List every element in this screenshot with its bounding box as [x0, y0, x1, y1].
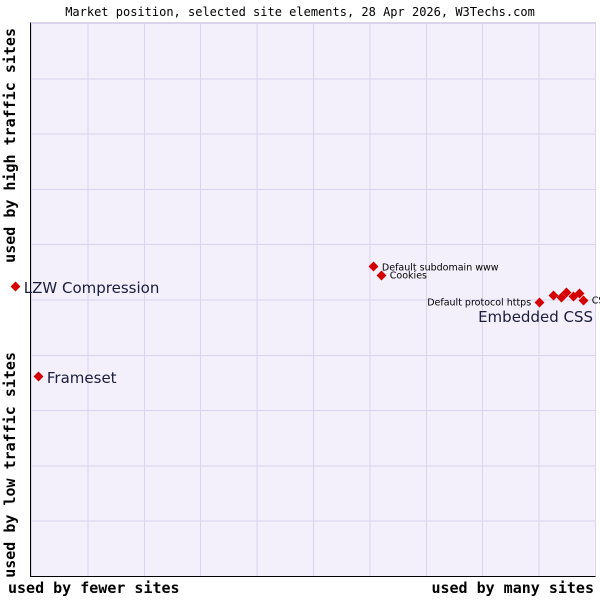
diamond-marker-icon	[368, 261, 379, 272]
diamond-marker-icon	[534, 297, 545, 308]
point-label: Default subdomain www	[381, 262, 499, 274]
point-label: LZW Compression	[23, 278, 160, 297]
y-axis-label-high-traffic: used by high traffic sites	[1, 28, 19, 263]
chart-title: Market position, selected site elements,…	[65, 5, 535, 19]
plot-area: LZW Compression Frameset Default subdomain…	[10, 22, 600, 577]
x-axis-label-fewer-sites: used by fewer sites	[8, 579, 180, 597]
point-label: Cookies	[389, 270, 427, 282]
x-axis-label-many-sites: used by many sites	[431, 579, 594, 597]
point-label: Frameset	[46, 368, 117, 387]
point-label: Default protocol https	[427, 297, 532, 309]
point-label: CS	[591, 295, 600, 307]
diamond-marker-icon	[10, 281, 21, 292]
point-label: Embedded CSS	[478, 307, 593, 326]
x-axis-labels: used by fewer sites used by many sites	[8, 579, 594, 597]
diamond-marker-icon	[33, 371, 44, 382]
y-axis-label-low-traffic: used by low traffic sites	[1, 352, 19, 578]
